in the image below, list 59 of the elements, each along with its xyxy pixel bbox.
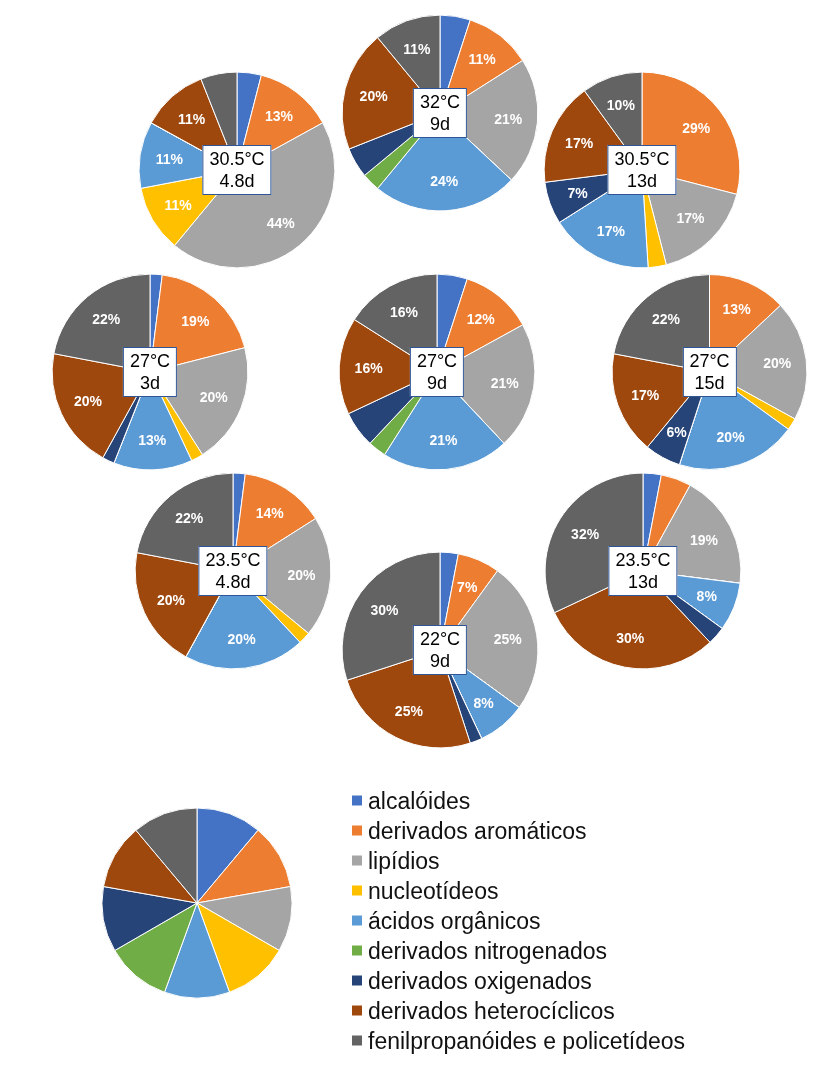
legend-label: ácidos orgânicos — [368, 907, 541, 934]
data-label: 20% — [73, 393, 103, 410]
data-label: 7% — [457, 579, 478, 596]
text: 22°C — [419, 628, 461, 650]
legend-label: alcalóides — [368, 787, 471, 814]
data-label: 17% — [596, 223, 626, 240]
data-label: 17% — [565, 134, 594, 151]
text: 23.5°C — [205, 549, 261, 571]
data-label: 12% — [466, 311, 496, 328]
data-label: 25% — [394, 703, 424, 720]
data-label: 14% — [255, 505, 285, 522]
legend-label: lipídios — [368, 847, 440, 874]
data-label: 8% — [696, 588, 718, 605]
legend-label: derivados nitrogenados — [368, 937, 608, 964]
text: 15d — [693, 372, 726, 394]
text: 27°C — [416, 350, 458, 372]
data-label: 20% — [156, 592, 186, 609]
data-label: 19% — [690, 531, 719, 548]
data-label: 22% — [175, 510, 204, 527]
data-label: 20% — [763, 355, 792, 372]
data-label: 17% — [631, 387, 660, 404]
data-label: 16% — [354, 359, 384, 376]
text: 30.5°C — [614, 148, 670, 170]
legend-label: derivados oxigenados — [368, 967, 592, 994]
legend-label: fenilpropanóides e policetídeos — [368, 1027, 686, 1054]
data-label: 13% — [264, 107, 294, 124]
data-label: 30% — [616, 630, 645, 647]
data-label: 11% — [468, 50, 497, 67]
data-label: 13% — [138, 432, 167, 449]
text: 27°C — [689, 350, 730, 372]
data-label: 20% — [227, 630, 257, 647]
data-label: 11% — [164, 196, 193, 213]
data-label: 20% — [359, 87, 389, 104]
text: 23.5°C — [615, 549, 671, 571]
data-label: 20% — [199, 389, 229, 406]
text: 4.8d — [218, 170, 256, 192]
text: 27°C — [129, 350, 171, 372]
data-label: 30% — [370, 601, 400, 618]
data-label: 20% — [716, 428, 746, 445]
legend-label: derivados heterocíclicos — [368, 997, 615, 1024]
text: 3d — [139, 372, 161, 394]
data-label: 11% — [178, 110, 206, 127]
data-label: 22% — [92, 311, 121, 328]
data-label: 11% — [403, 40, 431, 57]
data-label: 19% — [181, 312, 210, 329]
data-label: 32% — [571, 526, 600, 543]
data-label: 20% — [287, 567, 316, 584]
data-label: 10% — [606, 96, 636, 113]
data-label: 16% — [389, 303, 419, 320]
data-label: 44% — [266, 214, 296, 231]
text: 32°C — [419, 91, 461, 113]
data-label: 6% — [666, 423, 688, 440]
data-label: 13% — [722, 301, 752, 318]
data-label: 17% — [676, 210, 706, 227]
data-label: 25% — [493, 631, 523, 648]
data-label: 29% — [682, 120, 711, 136]
legend-label: nucleotídeos — [368, 877, 499, 904]
data-label: 22% — [652, 311, 681, 328]
legend-label: derivados aromáticos — [368, 817, 587, 844]
